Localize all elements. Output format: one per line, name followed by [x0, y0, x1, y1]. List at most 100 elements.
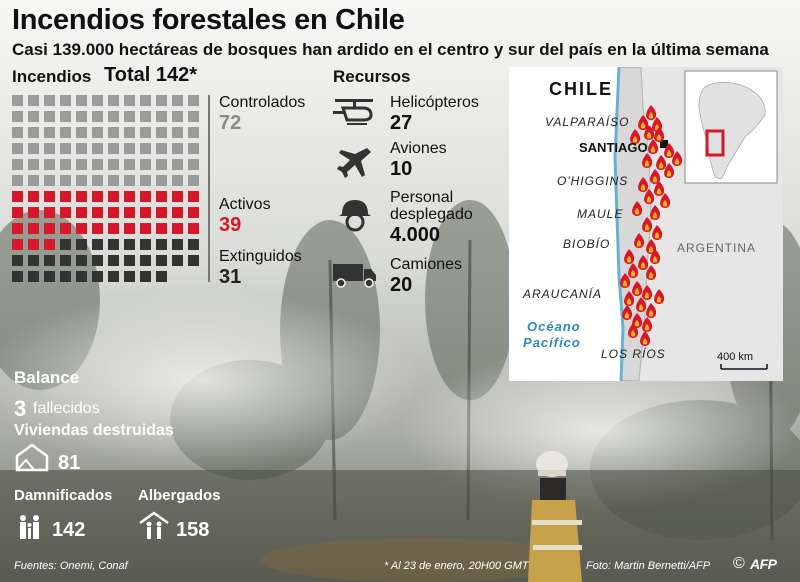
fire-square — [188, 159, 199, 170]
fire-square — [124, 95, 135, 106]
fire-square — [188, 175, 199, 186]
fire-icon-core — [630, 270, 636, 277]
fires-divider — [208, 95, 210, 282]
fire-square — [76, 271, 87, 282]
fire-square — [60, 175, 71, 186]
fire-square — [12, 111, 23, 122]
fire-square — [140, 271, 151, 282]
fire-square — [140, 111, 151, 122]
fire-icon-core — [648, 112, 654, 119]
truck-icon — [333, 264, 376, 288]
fire-icon-core — [674, 158, 680, 165]
fire-square — [188, 127, 199, 138]
map-neighbor-label: ARGENTINA — [677, 241, 757, 255]
map-scale-label: 400 km — [717, 351, 754, 363]
fire-markers — [620, 105, 683, 346]
fire-square — [108, 271, 119, 282]
fire-square — [76, 127, 87, 138]
fire-square — [12, 175, 23, 186]
fire-square — [44, 239, 55, 250]
fire-square — [60, 111, 71, 122]
fire-square — [28, 191, 39, 202]
people-icon — [20, 515, 39, 539]
balance-heading: Balance — [14, 368, 80, 387]
fire-icon-core — [626, 298, 632, 305]
fire-square — [44, 95, 55, 106]
fire-square — [12, 239, 23, 250]
fire-icon-core — [646, 132, 652, 139]
fire-icon-core — [648, 272, 654, 279]
fire-square — [108, 175, 119, 186]
fire-square — [156, 239, 167, 250]
fire-square — [60, 207, 71, 218]
deaths-label: fallecidos — [33, 400, 100, 417]
fire-square — [92, 255, 103, 266]
fire-square — [108, 143, 119, 154]
fire-icon-core — [646, 196, 652, 203]
fire-icon-core — [634, 288, 640, 295]
fire-square — [156, 223, 167, 234]
footer-note: * Al 23 de enero, 20H00 GMT — [384, 560, 529, 572]
fire-square — [92, 175, 103, 186]
fire-square — [188, 143, 199, 154]
fire-square — [76, 207, 87, 218]
page-subtitle: Casi 139.000 hectáreas de bosques han ar… — [12, 40, 769, 59]
planes-value: 10 — [390, 158, 413, 180]
fire-square — [156, 111, 167, 122]
fire-icon-core — [644, 224, 650, 231]
fire-square — [188, 207, 199, 218]
resources-heading: Recursos — [333, 67, 411, 86]
fire-square — [60, 95, 71, 106]
fire-square — [140, 95, 151, 106]
fire-square — [156, 271, 167, 282]
fire-square — [60, 239, 71, 250]
fires-total: Total 142* — [104, 64, 197, 86]
region-los-rios: LOS RÍOS — [601, 347, 666, 361]
chile-map — [613, 66, 783, 382]
map-panel: CHILE VALPARAÍSO SANTIAGO O'HIGGINS MAUL… — [509, 66, 783, 382]
fire-square — [92, 111, 103, 122]
fire-square — [108, 127, 119, 138]
fire-square — [76, 111, 87, 122]
fire-square — [108, 159, 119, 170]
footer-sources: Fuentes: Onemi, Conaf — [14, 560, 128, 572]
fire-square — [28, 271, 39, 282]
fire-square — [140, 239, 151, 250]
copyright-symbol: © — [733, 555, 745, 572]
extinguished-label: Extinguidos — [219, 248, 302, 265]
helicopters-value: 27 — [390, 112, 413, 134]
ocean-label-line1: Océano — [527, 319, 581, 334]
fire-square — [28, 255, 39, 266]
fire-square — [108, 223, 119, 234]
fire-square — [124, 239, 135, 250]
fire-icon-core — [644, 160, 650, 167]
fire-square — [124, 143, 135, 154]
fire-icon-core — [666, 150, 672, 157]
fire-square — [172, 175, 183, 186]
fire-icon-core — [644, 324, 650, 331]
fire-square — [28, 95, 39, 106]
helicopters-label: Helicópteros — [390, 94, 479, 111]
fire-square — [140, 207, 151, 218]
fire-square — [172, 95, 183, 106]
fire-square — [12, 207, 23, 218]
fire-square — [28, 159, 39, 170]
fire-square — [44, 143, 55, 154]
fire-square — [108, 207, 119, 218]
fire-icon-core — [632, 136, 638, 143]
afp-logo: AFP — [750, 556, 777, 572]
fire-icon-core — [652, 256, 658, 263]
homes-value: 81 — [58, 452, 81, 474]
fire-square — [76, 95, 87, 106]
fire-square — [92, 127, 103, 138]
fire-square — [188, 255, 199, 266]
fire-square — [60, 143, 71, 154]
fire-icon-core — [626, 256, 632, 263]
fire-square — [124, 191, 135, 202]
fire-square — [124, 159, 135, 170]
fire-square — [12, 95, 23, 106]
fire-square — [44, 191, 55, 202]
fire-square — [92, 207, 103, 218]
fire-square — [124, 223, 135, 234]
shelter-icon — [139, 511, 169, 539]
